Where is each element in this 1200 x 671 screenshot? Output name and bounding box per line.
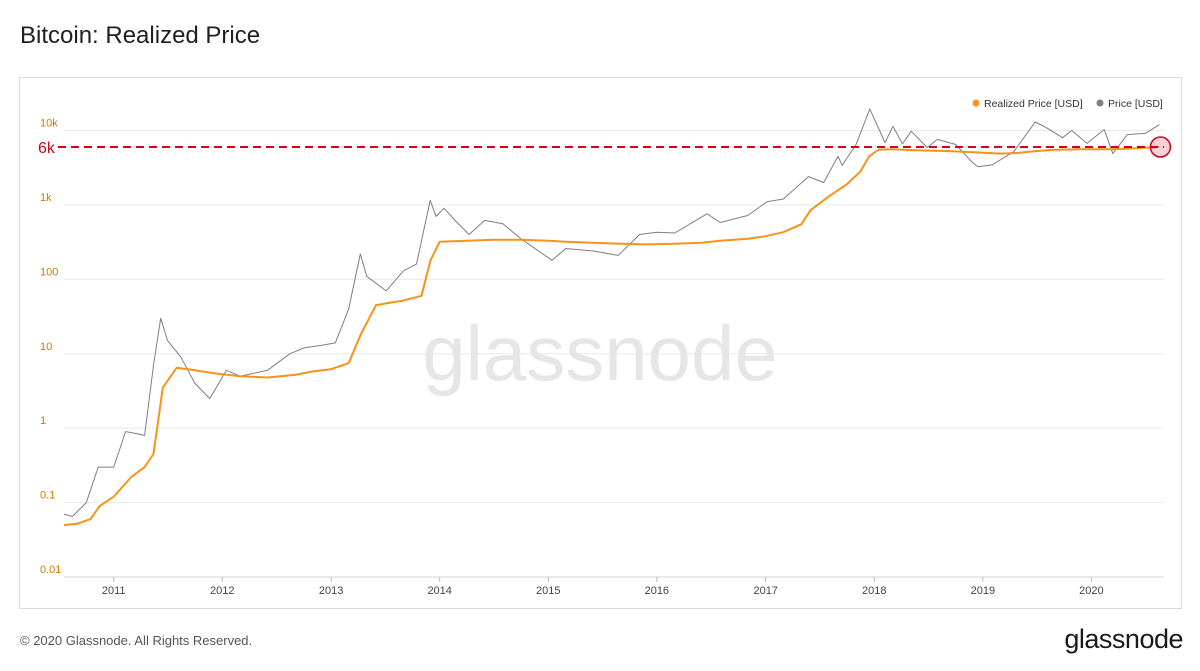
reference-line-label: 6k [38,140,56,157]
realized-price-line [63,146,1159,526]
y-tick-label: 10k [40,118,58,130]
x-tick-label: 2016 [645,585,669,597]
annotations: 6k [38,136,1172,158]
legend-marker [1096,99,1104,107]
legend-label: Realized Price [USD] [984,98,1083,110]
x-tick-label: 2018 [862,585,886,597]
y-tick-label: 0.01 [40,564,61,576]
legend-marker [972,99,980,107]
legend-label: Price [USD] [1108,98,1163,110]
x-tick-label: 2017 [753,585,777,597]
x-tick-label: 2014 [427,585,451,597]
y-tick-label: 0.1 [40,490,55,502]
page-title: Bitcoin: Realized Price [20,22,261,49]
x-tick-label: 2011 [102,585,126,597]
y-tick-label: 1 [40,415,46,427]
copyright-footer: © 2020 Glassnode. All Rights Reserved. [20,633,253,648]
x-axis: 2011 2012 2013 2014 2015 2016 2017 2018 2019 2020 [102,577,1104,597]
x-tick-label: 2020 [1079,585,1103,597]
y-axis: 0.01 0.1 1 10 100 1k 10k [40,118,61,576]
x-tick-label: 2013 [319,585,343,597]
price-line [63,108,1160,517]
brand-logo: glassnode [1064,624,1183,654]
x-tick-label: 2015 [536,585,560,597]
y-tick-label: 1k [40,192,52,204]
x-tick-label: 2012 [210,585,234,597]
y-tick-label: 100 [40,266,58,278]
x-tick-label: 2019 [971,585,995,597]
gridlines [64,130,1164,578]
highlight-circle-marker [1149,136,1172,158]
legend: Realized Price [USD] Price [USD] [972,98,1163,110]
watermark: glassnode [422,309,778,397]
series-lines [63,108,1160,526]
y-tick-label: 10 [40,341,52,353]
